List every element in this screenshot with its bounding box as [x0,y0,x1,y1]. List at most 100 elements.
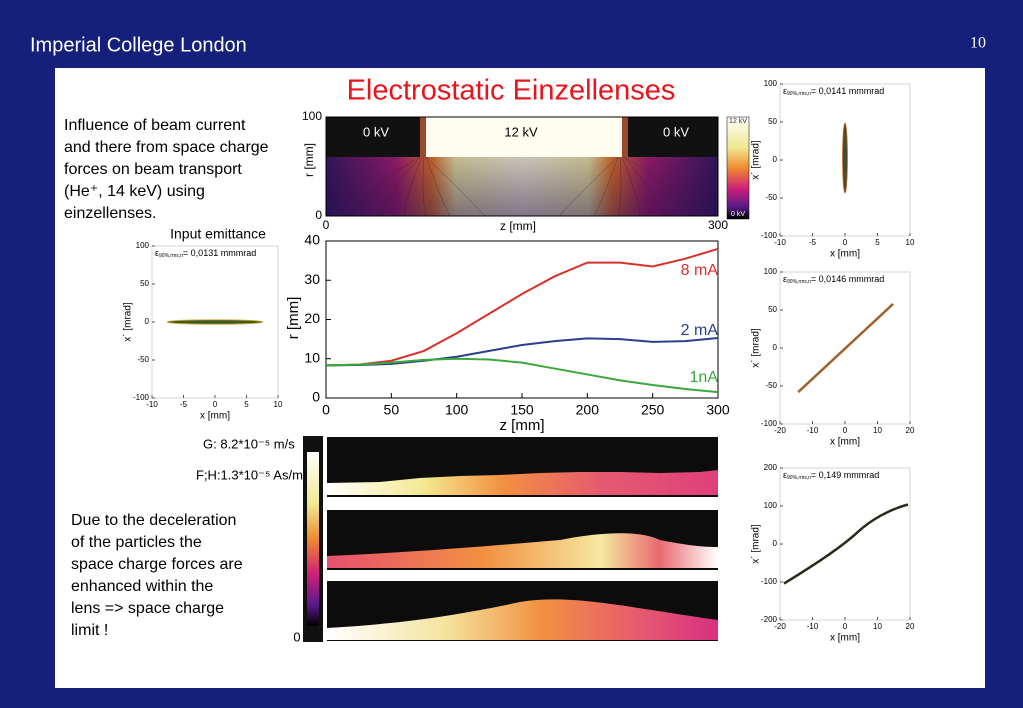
y-tick-label: -50 [137,355,149,364]
series-label: 2 mA [681,322,719,339]
conclusion-line: limit ! [71,622,108,639]
intro-line: Influence of beam current [64,117,246,134]
emittance-label: ε90%,rms,n= 0,149 mmmrad [783,470,879,481]
x-tick-label: 20 [906,622,915,631]
x-tick-label: -20 [774,426,786,435]
symbol: ε [783,274,787,284]
y-axis-label: x´ [mrad] [750,524,762,564]
electrode [426,117,622,157]
x-tick-label: 300 [706,402,730,418]
x-tick-label: -5 [809,238,817,247]
symbol: ε [155,248,159,258]
y-tick-label: 0 [315,208,322,222]
y-axis-label: r [mm] [302,143,316,177]
conclusion-line: Due to the deceleration [71,512,236,529]
value-text: = 0,0131 mmmrad [183,248,256,258]
electrode-edge [420,117,426,157]
line-series [325,357,719,394]
emittance-label: ε90%,rms,n= 0,0141 mmmrad [783,86,884,97]
x-tick-label: 10 [906,238,915,247]
emittance-plot: ε90%,rms,n= 0,0146 mmmrad-20 -10 0 10 20-100… [750,267,915,448]
x-axis-label: x [mm] [200,411,230,422]
x-tick-label: 0 [843,622,848,631]
intro-line: (He⁺, 14 keV) using [64,183,205,200]
y-tick-label: 20 [304,310,320,326]
colorbar-label: 0 kV [731,211,745,218]
density-band [327,470,718,495]
line-series [325,336,719,367]
x-tick-label: -5 [180,400,188,409]
colorbar-label: 0 [293,629,300,644]
x-tick-label: 20 [906,426,915,435]
y-tick-label: 10 [304,349,320,365]
x-tick-label: 0 [323,218,330,232]
symbol: ε [783,470,787,480]
y-tick-label: 0 [312,389,320,405]
institution: Imperial College London [30,34,247,56]
emittance-plot: ε90%,rms,n= 0,149 mmmrad-20 -10 0 10 20-200-… [750,463,915,644]
series-label: 8 mA [681,262,719,279]
y-tick-label: 40 [304,232,320,248]
x-tick-label: 250 [641,402,665,418]
x-tick-label: 0 [322,402,330,418]
field-map: 0 kV 12 kV 0 kV 100 0 0 300 z [mm] r [mm… [302,109,750,233]
conclusion-line: of the particles the [71,534,202,551]
y-tick-label: -200 [761,615,778,624]
conclusion-line: space charge forces are [71,556,243,573]
y-tick-label: 50 [768,305,777,314]
density-maps: 0 G: 8.2*10⁻⁵ m/s F;H:1.3*10⁻⁵ As/m³ [196,436,718,644]
y-axis-label: x´ [mrad] [750,328,762,368]
distribution [166,319,264,325]
plot-title: Input emittance [170,226,266,242]
y-tick-label: 50 [140,279,149,288]
y-axis-label: x´ [mrad] [122,302,134,342]
electrode-edge [622,117,628,157]
subscript: 90%,rms,n [787,91,811,97]
subscript: 90%,rms,n [787,475,811,481]
conclusion-line: enhanced within the [71,578,213,595]
y-tick-label: 200 [764,463,778,472]
distribution [783,503,909,585]
density-band [327,533,718,568]
x-tick-label: 5 [244,400,249,409]
y-tick-label: 0 [773,155,778,164]
value-text: = 0,0141 mmmrad [811,86,884,96]
y-tick-label: 100 [302,109,322,123]
x-tick-label: 0 [843,238,848,247]
x-axis-label: x [mm] [830,249,860,260]
x-tick-label: -10 [774,238,786,247]
y-tick-label: 100 [764,267,778,276]
slide-title: Electrostatic Einzellenses [347,75,676,107]
y-tick-label: -50 [765,193,777,202]
density-legend: G: 8.2*10⁻⁵ m/s [203,436,295,451]
electrode-label: 0 kV [363,124,389,139]
colorbar-label: 12 kV [729,118,747,125]
y-tick-label: 100 [136,241,150,250]
distribution [797,303,894,393]
x-tick-label: 10 [274,400,283,409]
y-tick-label: 30 [304,271,320,287]
x-tick-label: 0 [843,426,848,435]
equipotentials [349,156,695,217]
frame [325,116,719,217]
density-band [327,599,718,640]
conclusion-line: lens => space charge [71,600,224,617]
x-tick-label: 10 [873,426,882,435]
y-axis-label: r [mm] [285,297,302,340]
value-text: = 0,0146 mmmrad [811,274,884,284]
y-tick-label: 0 [773,539,778,548]
x-tick-label: 150 [510,402,534,418]
x-tick-label: 0 [213,400,218,409]
electrode-label: 12 kV [504,124,538,139]
x-axis-label: x [mm] [830,437,860,448]
x-tick-label: -10 [807,426,819,435]
x-axis-label: x [mm] [830,633,860,644]
intro-line: einzellenses. [64,205,157,222]
x-axis-label: z [mm] [500,417,545,434]
intro-line: and there from space charge [64,139,269,156]
x-tick-label: 200 [576,402,600,418]
distribution [842,122,848,194]
x-axis-label: z [mm] [500,219,536,233]
density-legend: F;H:1.3*10⁻⁵ As/m³ [196,467,308,482]
